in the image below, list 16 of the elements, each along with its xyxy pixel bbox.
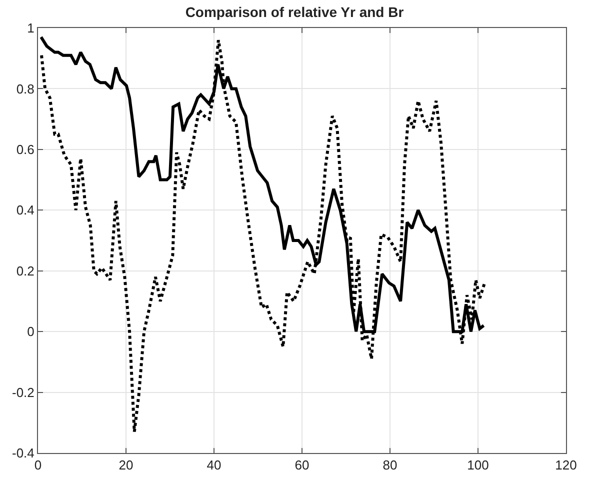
y-tick-label: 0.6 xyxy=(16,142,34,157)
x-tick-label: 120 xyxy=(555,458,577,473)
x-tick-label: 100 xyxy=(467,458,489,473)
y-tick-label: 0.8 xyxy=(16,81,34,96)
x-tick-label: 60 xyxy=(294,458,310,473)
y-tick-label: -0.4 xyxy=(12,446,34,461)
y-tick-label: 0.2 xyxy=(16,263,34,278)
y-tick-label: 0.4 xyxy=(16,202,34,218)
x-tick-label: 20 xyxy=(118,458,134,473)
line-series xyxy=(40,38,486,434)
x-tick-label: 40 xyxy=(206,458,222,473)
y-tick-label: 0 xyxy=(27,324,34,340)
y-tick-label: -0.2 xyxy=(12,384,34,400)
chart-title: Comparison of relative Yr and Br xyxy=(185,4,404,20)
y-tick-label: 1 xyxy=(27,20,34,36)
x-tick-label: 80 xyxy=(382,458,398,473)
